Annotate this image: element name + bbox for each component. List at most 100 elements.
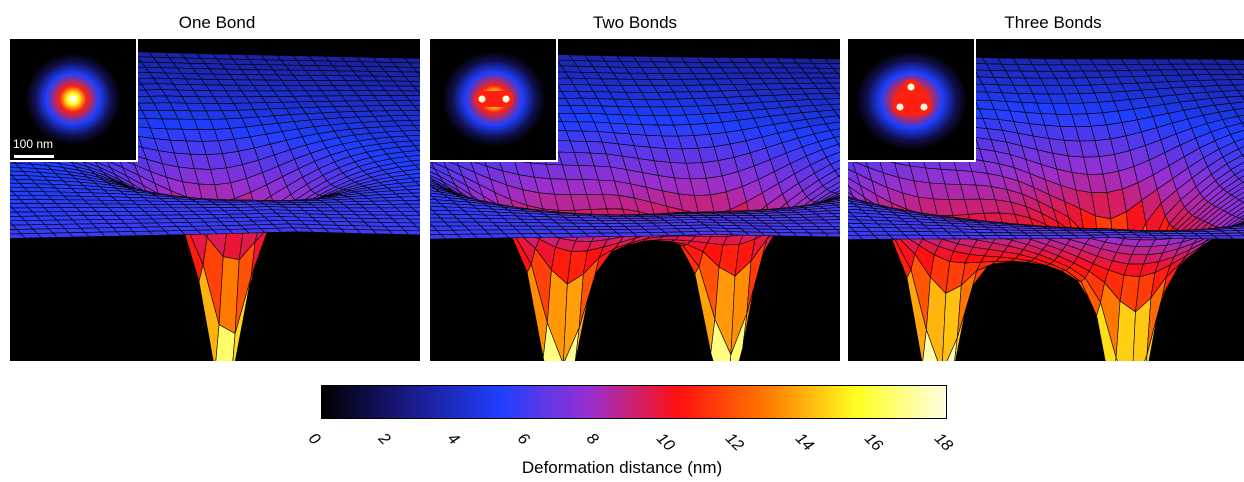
- mesh-cell: [542, 322, 563, 361]
- mesh-cell: [409, 100, 420, 106]
- mesh-cell: [836, 92, 840, 97]
- colorbar-tick-label: 0: [304, 430, 324, 449]
- mesh-cell: [407, 203, 420, 209]
- mesh-cell: [823, 219, 840, 224]
- mesh-cell: [835, 229, 840, 233]
- panel-title-three-bonds: Three Bonds: [1004, 13, 1102, 32]
- bond-hotspot: [896, 103, 904, 111]
- mesh-cell: [830, 202, 840, 206]
- mesh-cell: [400, 90, 420, 96]
- scale-bar-label: 100 nm: [13, 137, 54, 151]
- mesh-cell: [1239, 232, 1244, 236]
- mesh-cell: [405, 135, 420, 142]
- mesh-cell: [1229, 101, 1244, 111]
- mesh-cell: [1230, 186, 1244, 198]
- mesh-cell: [1237, 115, 1244, 124]
- inset-top-view: [848, 39, 976, 162]
- mesh-cell: [922, 329, 939, 361]
- mesh-cell: [1227, 202, 1244, 216]
- mesh-cell: [820, 72, 840, 79]
- mesh-cell: [418, 168, 420, 171]
- mesh-cell: [404, 57, 420, 64]
- bond-hotspot: [907, 83, 915, 91]
- mesh-cell: [1238, 146, 1244, 156]
- bond-hotspot: [69, 95, 77, 103]
- mesh-cell: [408, 62, 420, 68]
- mesh-cell: [1231, 206, 1244, 218]
- mesh-cell: [1226, 181, 1244, 196]
- bond-hotspot: [920, 103, 928, 111]
- mesh-cell: [402, 150, 420, 157]
- mesh-cell: [414, 145, 420, 151]
- mesh-cell: [824, 58, 840, 65]
- colorbar-label: Deformation distance (nm): [521, 458, 723, 477]
- top-view-heatmap: [855, 50, 968, 151]
- mesh-cell: [409, 119, 420, 126]
- colorbar-tick-label: 4: [444, 430, 463, 449]
- mesh-cell: [401, 109, 420, 116]
- mesh-cell: [821, 143, 840, 158]
- mesh-cell: [837, 115, 840, 120]
- mesh-cell: [1240, 224, 1244, 227]
- mesh-cell: [415, 211, 420, 216]
- mesh-cell: [821, 92, 840, 100]
- mesh-cell: [832, 67, 840, 74]
- mesh-cell: [1229, 79, 1244, 86]
- mesh-cell: [1232, 227, 1244, 231]
- colorbar-gradient: [322, 386, 946, 418]
- colorbar-tick-label: 2: [374, 430, 393, 449]
- mesh-cell: [411, 192, 420, 198]
- bond-hotspot: [502, 95, 510, 103]
- mesh-cell: [834, 190, 840, 194]
- mesh-cell: [1234, 191, 1244, 201]
- mesh-cell: [403, 199, 420, 205]
- mesh-cell: [404, 230, 420, 236]
- mesh-cell: [838, 175, 840, 178]
- mesh-cell: [413, 124, 420, 131]
- mesh-cell: [400, 71, 420, 78]
- mesh-cell: [834, 204, 840, 208]
- mesh-cell: [406, 188, 420, 194]
- mesh-cell: [412, 85, 420, 92]
- mesh-cell: [412, 67, 420, 73]
- mesh-cell: [825, 121, 840, 131]
- mesh-cell: [833, 135, 840, 145]
- mesh-cell: [1235, 229, 1244, 234]
- colorbar-tick-label: 8: [583, 430, 602, 449]
- mesh-cell: [836, 72, 840, 78]
- heat-core: [892, 79, 932, 115]
- colorbar-tick-label: 10: [652, 430, 678, 455]
- mesh-cell: [411, 222, 420, 228]
- mesh-cell: [1234, 169, 1244, 180]
- mesh-cell: [828, 63, 840, 69]
- mesh-cell: [409, 140, 420, 147]
- mesh-cell: [410, 177, 420, 183]
- colorbar-tick-label: 18: [930, 430, 956, 455]
- mesh-cell: [405, 114, 420, 121]
- mesh-cell: [1233, 108, 1244, 117]
- mesh-cell: [829, 128, 840, 138]
- mesh-cell: [1237, 89, 1244, 97]
- colorbar-tick-label: 14: [791, 430, 817, 455]
- mesh-cell: [830, 159, 840, 172]
- mesh-cell: [416, 71, 420, 76]
- mesh-cell: [1225, 73, 1244, 81]
- surface-plot-three-bonds: [848, 39, 1244, 361]
- mesh-cell: [415, 226, 420, 231]
- top-view-heatmap: [25, 53, 121, 145]
- mesh-cell: [406, 154, 420, 162]
- mesh-cell: [1224, 232, 1244, 237]
- mesh-cell: [416, 90, 420, 95]
- mesh-cell: [833, 109, 840, 117]
- scale-bar: [14, 155, 54, 158]
- mesh-cell: [402, 185, 420, 191]
- colorbar-tick-label: 6: [513, 430, 532, 449]
- mesh-cell: [1226, 154, 1244, 171]
- surface-plot-two-bonds: [430, 39, 840, 361]
- mesh-cell: [1228, 59, 1244, 65]
- panel-title-one-bond: One Bond: [178, 13, 256, 32]
- mesh-cell: [837, 143, 840, 148]
- mesh-cell: [1228, 235, 1244, 240]
- colorbar: [321, 385, 947, 419]
- mesh-cell: [835, 216, 840, 220]
